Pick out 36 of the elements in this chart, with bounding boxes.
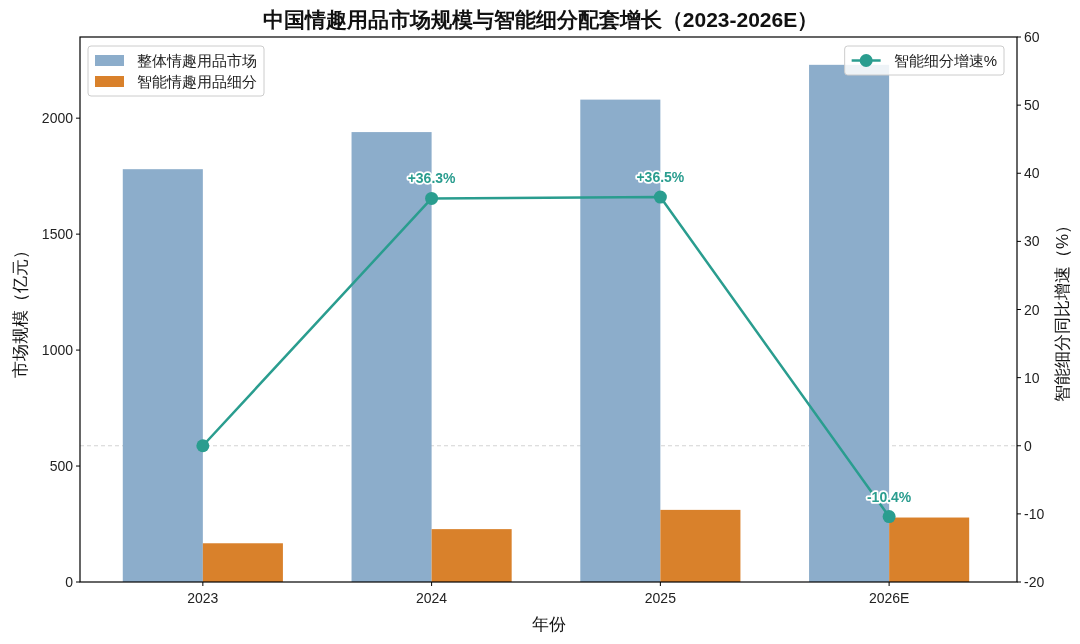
y-axis-title: 市场规模（亿元）: [11, 241, 30, 378]
y-tick-label: 1000: [41, 342, 74, 359]
y-tick-label: 2000: [41, 110, 74, 127]
x-tick-label: 2024: [416, 590, 448, 606]
chart-title: 中国情趣用品市场规模与智能细分配套增长（2023-2026E）: [262, 8, 819, 31]
y2-tick-label: 0: [1024, 437, 1032, 454]
y2-tick-label: 50: [1024, 97, 1040, 114]
legend-label: 智能细分增速%: [893, 51, 997, 69]
point: [425, 191, 439, 205]
data-label: +36.3%: [407, 170, 457, 187]
y2-tick-label: 30: [1024, 233, 1040, 250]
y2-tick-label: 10: [1024, 369, 1040, 386]
y2-tick-label: -10: [1024, 505, 1045, 522]
y-tick-label: 1500: [41, 226, 74, 243]
bar: [202, 543, 283, 582]
x-tick-label: 2025: [644, 590, 677, 606]
x-axis-title: 年份: [531, 615, 566, 634]
y-tick-label: 0: [65, 574, 74, 590]
y2-tick-label: 60: [1024, 29, 1040, 45]
legend-label: 智能情趣用品细分: [137, 72, 257, 90]
point: [653, 190, 667, 204]
point: [196, 439, 210, 453]
y2-tick-label: -20: [1024, 574, 1045, 590]
y-tick-label: 500: [49, 458, 74, 475]
y2-axis-title: 智能细分同比增速（%）: [1053, 216, 1072, 403]
y2-tick-label: 20: [1024, 301, 1040, 318]
y2-tick-label: 40: [1024, 165, 1040, 182]
data-label: +36.5%: [636, 169, 685, 186]
x-tick-label: 2026E: [868, 590, 910, 606]
legend-label: 整体情趣用品市场: [137, 51, 257, 69]
point: [882, 510, 896, 524]
x-tick-label: 2023: [187, 590, 219, 606]
bar: [431, 529, 512, 582]
bar: [889, 517, 970, 582]
bar: [660, 509, 741, 582]
bar: [122, 169, 203, 582]
